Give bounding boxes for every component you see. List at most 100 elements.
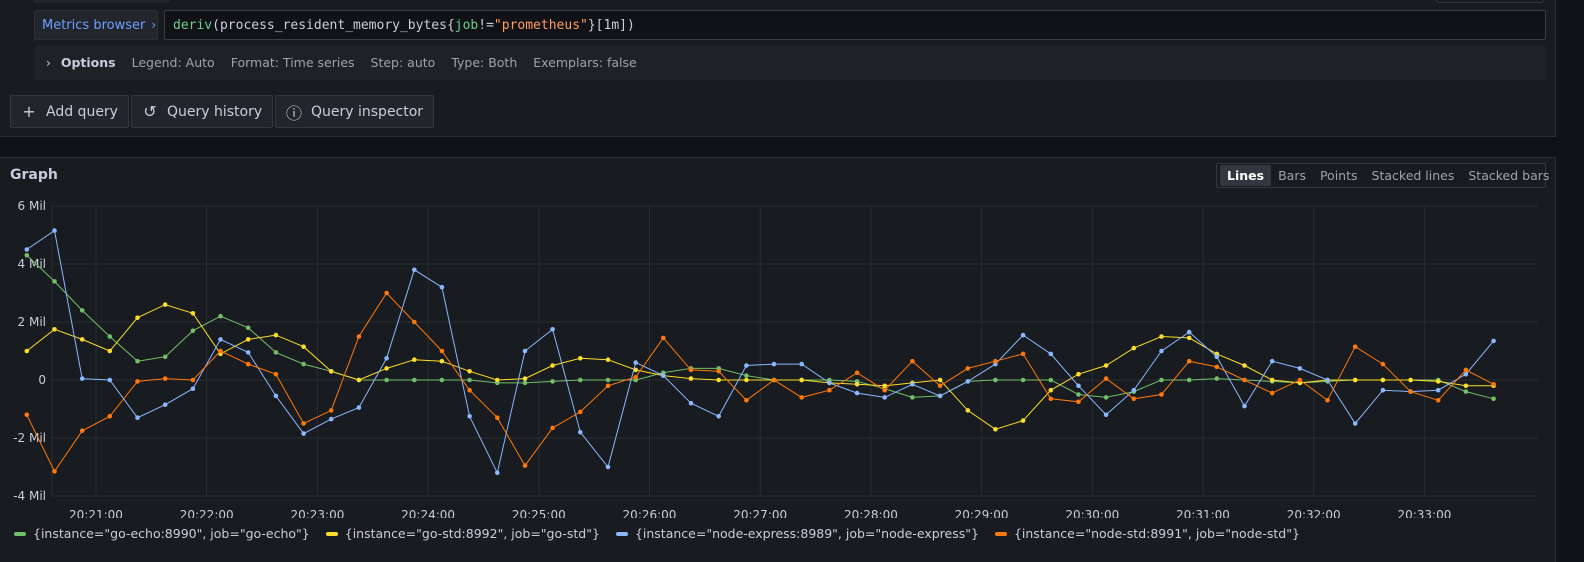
x-tick-label: 20:33:00 [1397,508,1451,518]
data-point-node-express [107,377,113,383]
add-query-button[interactable]: + Add query [10,95,129,128]
data-point-go-std [301,344,306,349]
data-point-go-echo [1159,377,1164,383]
data-point-node-express [882,395,887,400]
data-point-node-std [882,387,887,393]
data-point-node-std [495,415,500,421]
graph-mode-points[interactable]: Points [1319,168,1358,183]
data-point-node-std [605,383,611,389]
legend-item-go-std[interactable]: {instance="go-std:8992", job="go-std"} [325,526,600,541]
data-point-node-std [937,383,943,389]
x-tick-label: 20:28:00 [844,508,898,518]
y-tick-label: -4 Mil [13,489,46,503]
y-tick-label: 2 Mil [18,315,46,329]
graph-mode-lines[interactable]: Lines [1220,165,1272,186]
x-tick-label: 20:24:00 [401,508,455,518]
legend-item-node-express[interactable]: {instance="node-express:8989", job="node… [615,526,979,541]
legend-item-node-std[interactable]: {instance="node-std:8991", job="node-std… [994,526,1300,541]
option-type: Type: Both [451,55,518,70]
data-point-go-std [1408,377,1413,383]
graph-mode-stacked-lines[interactable]: Stacked lines [1371,168,1455,183]
data-point-go-std [495,377,500,383]
data-point-node-std [273,371,279,377]
data-point-node-std [1214,364,1220,370]
data-point-node-std [993,358,998,364]
legend-label: {instance="node-express:8989", job="node… [634,526,979,541]
data-point-node-std [384,290,389,296]
data-point-node-std [827,387,832,393]
data-point-go-echo [190,328,196,333]
data-point-node-express [937,393,943,399]
data-point-node-std [135,379,140,384]
data-point-go-std [1380,377,1386,383]
query-expression-input[interactable]: deriv(process_resident_memory_bytes{job!… [164,10,1546,40]
data-point-node-std [328,408,334,413]
x-tick-label: 20:30:00 [1065,508,1119,518]
data-point-node-std [1020,351,1026,357]
data-point-go-std [135,315,140,320]
query-options-toggle[interactable]: › Options Legend: Auto Format: Time seri… [34,45,1546,80]
data-point-go-echo [273,350,279,355]
data-point-go-std [882,383,887,389]
time-series-chart[interactable]: 6 Mil 4 Mil 2 Mil 0 -2 Mil -4 Mil 20:21:00 20:2… [0,158,1556,518]
data-point-go-std [384,366,389,371]
data-point-node-express [52,228,57,233]
data-point-node-express [578,429,583,435]
data-point-node-std [356,334,362,339]
data-point-go-echo [162,354,168,360]
metrics-browser-button[interactable]: Metrics browser › [34,10,158,40]
data-point-node-express [633,360,638,365]
data-point-node-std [467,387,472,393]
x-tick-label: 20:27:00 [733,508,787,518]
data-point-go-std [1103,363,1109,368]
data-point-node-express [190,386,196,391]
data-point-node-express [661,373,666,378]
option-exemplars: Exemplars: false [533,55,637,70]
query-row: Metrics browser › deriv(process_resident… [34,10,1546,40]
data-point-node-std [633,374,638,380]
data-point-go-std [273,332,279,338]
data-point-go-echo [24,253,30,258]
data-point-go-echo [1020,377,1026,383]
data-point-node-express [1048,351,1054,357]
data-point-node-std [79,428,85,434]
data-point-node-std [1103,376,1109,381]
data-point-go-std [1186,335,1192,341]
legend-swatch [14,531,26,536]
data-point-node-std [412,319,417,325]
query-inspector-button[interactable]: ⓘ Query inspector [275,95,435,128]
data-point-node-std [162,376,168,381]
query-token-brace-open: { [446,17,455,33]
data-point-node-express [1242,403,1247,409]
data-point-go-std [744,377,749,383]
data-point-node-std [301,421,306,426]
chart-legend: {instance="go-echo:8990", job="go-echo"}… [14,526,1300,541]
data-point-node-express [301,431,306,436]
option-format: Format: Time series [230,55,355,70]
query-token-label: job [454,17,479,33]
query-token-paren-close: ) [626,17,635,33]
data-point-node-std [107,414,113,419]
data-point-go-std [356,377,362,383]
legend-label: {instance="go-echo:8990", job="go-echo"} [33,526,310,541]
data-point-node-express [1491,338,1496,344]
data-point-node-express [688,400,694,406]
data-point-node-std [661,335,666,341]
legend-swatch [615,531,628,536]
query-history-button[interactable]: ↺ Query history [131,95,274,128]
query-token-operator: != [478,17,494,33]
data-point-node-std [771,377,777,383]
data-point-node-express [1159,348,1164,354]
data-point-go-echo [384,377,389,383]
data-point-node-express [744,363,749,368]
graph-mode-stacked-bars[interactable]: Stacked bars [1468,168,1550,183]
data-point-go-std [439,358,445,364]
legend-item-go-echo[interactable]: {instance="go-echo:8990", job="go-echo"} [14,526,310,541]
graph-mode-bars[interactable]: Bars [1278,168,1306,183]
data-point-node-express [384,356,389,361]
data-point-go-std [578,356,583,361]
data-point-node-express [910,382,915,387]
data-point-node-std [218,348,223,354]
series-line-go-std [26,304,1494,430]
data-point-go-std [688,376,694,381]
